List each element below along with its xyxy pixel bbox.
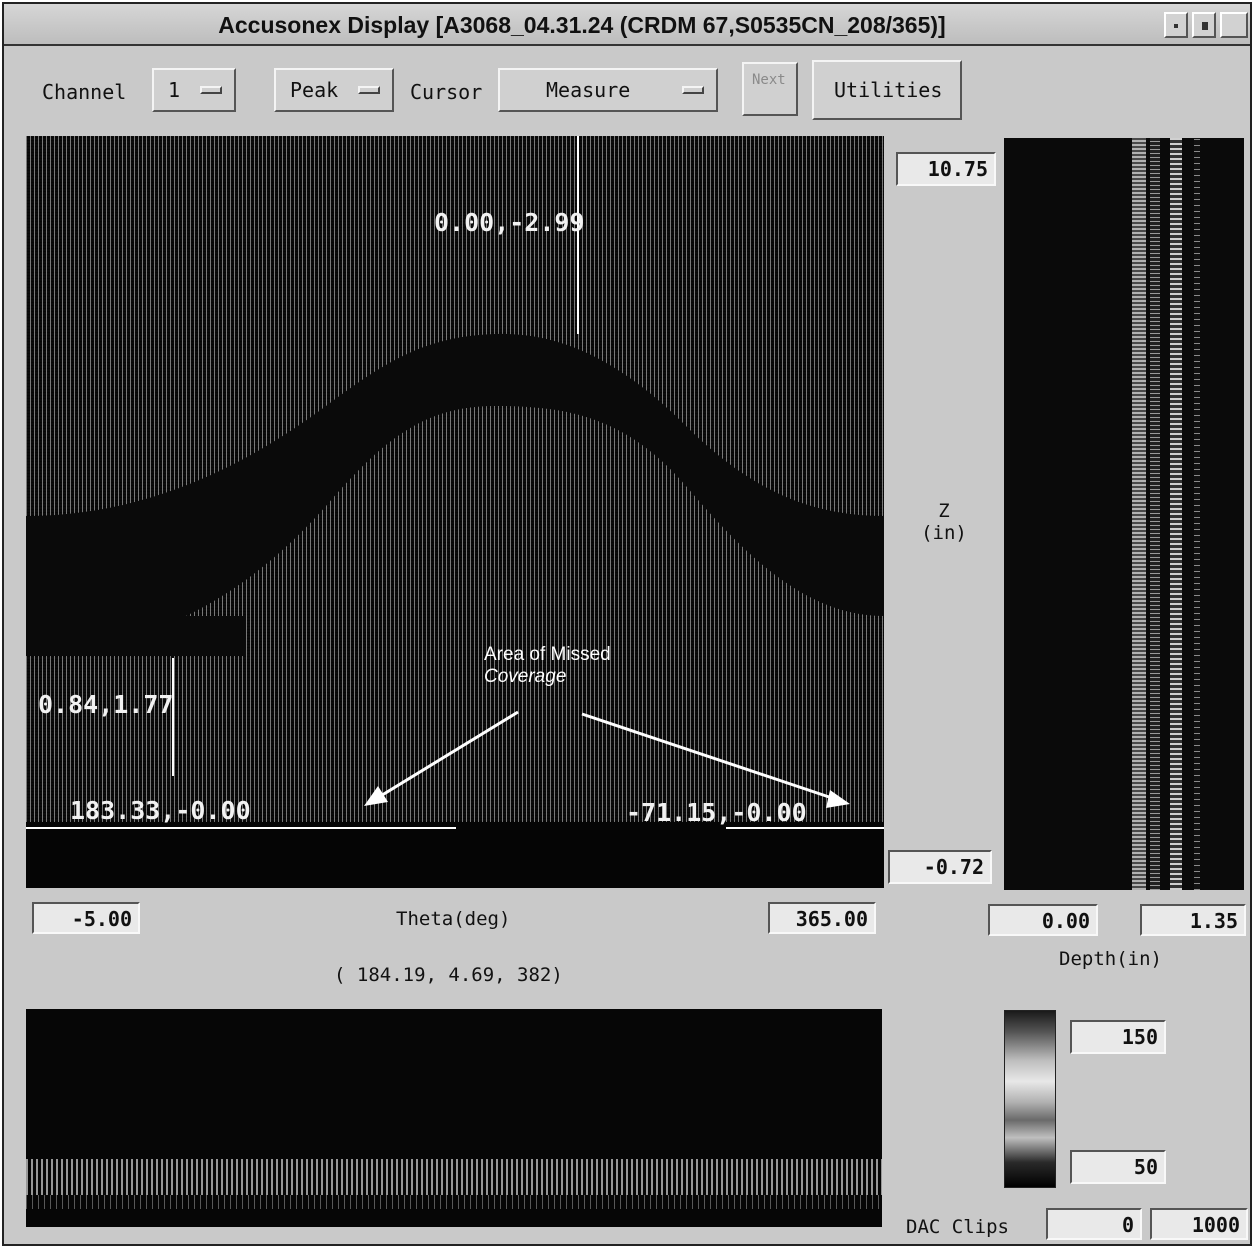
- depth-axis-label: Depth(in): [1059, 948, 1162, 970]
- cursor-select[interactable]: Measure: [498, 68, 718, 112]
- cursor-readout-top: 0.00,-2.99: [434, 208, 585, 237]
- c-scan-plot[interactable]: 0.00,-2.99 0.84,1.77 183.33,-0.00 -71.15…: [26, 136, 884, 888]
- theta-axis-label: Theta(deg): [396, 908, 511, 930]
- maximize-button[interactable]: [1192, 12, 1216, 38]
- cursor-position-readout: ( 184.19, 4.69, 382): [334, 964, 563, 986]
- utilities-button[interactable]: Utilities: [812, 60, 962, 120]
- toolbar: Channel 1 Peak Cursor Measure Next Utili…: [4, 48, 1250, 128]
- depth-signal-stripe: [1132, 138, 1146, 890]
- z-max-field[interactable]: 10.75: [896, 152, 996, 186]
- cursor-value: Measure: [546, 78, 631, 102]
- z-axis-label: Z (in): [909, 500, 979, 544]
- dark-region: [26, 616, 246, 656]
- weld-band-shape: [26, 333, 884, 648]
- dac-clips-label: DAC Clips: [906, 1216, 1009, 1238]
- z-min-field[interactable]: -0.72: [888, 850, 992, 884]
- channel-value: 1: [168, 78, 181, 102]
- next-button[interactable]: Next: [742, 62, 798, 116]
- channel-select[interactable]: 1: [152, 68, 236, 112]
- option-menu-indicator-icon: [358, 86, 380, 94]
- annotation-line-2: Coverage: [484, 666, 567, 687]
- depth-signal-stripe: [1150, 138, 1160, 890]
- next-label: Next: [752, 72, 786, 88]
- minimize-button[interactable]: [1164, 12, 1188, 38]
- channel-label: Channel: [42, 80, 127, 104]
- depth-signal-stripe: [1194, 138, 1200, 890]
- plot-lower-band: [26, 822, 884, 888]
- arrow-icon: [364, 786, 388, 806]
- color-max-field[interactable]: 150: [1070, 1020, 1166, 1054]
- window-title: Accusonex Display [A3068_04.31.24 (CRDM …: [218, 12, 946, 38]
- cursor-readout-bottom-right: -71.15,-0.00: [626, 798, 807, 827]
- title-bar: Accusonex Display [A3068_04.31.24 (CRDM …: [4, 4, 1250, 46]
- signal-strip: [26, 1159, 882, 1195]
- dac-low-field[interactable]: 0: [1046, 1208, 1142, 1240]
- option-menu-indicator-icon: [200, 86, 222, 94]
- cursor-label: Cursor: [410, 80, 483, 104]
- arrow-icon: [826, 790, 850, 808]
- cursor-readout-left: 0.84,1.77: [38, 690, 174, 719]
- z-axis-label-line-1: Z: [938, 500, 950, 522]
- color-min-field[interactable]: 50: [1070, 1150, 1166, 1184]
- utilities-label: Utilities: [834, 78, 943, 102]
- cursor-readout-bottom-left: 183.33,-0.00: [70, 796, 251, 825]
- arrow-icon: [373, 710, 519, 802]
- depth-max-field[interactable]: 1.35: [1140, 904, 1246, 936]
- dac-high-field[interactable]: 1000: [1150, 1208, 1248, 1240]
- theta-min-field[interactable]: -5.00: [32, 902, 140, 934]
- depth-min-field[interactable]: 0.00: [988, 904, 1098, 936]
- arrow-icon: [581, 712, 839, 802]
- mode-value: Peak: [290, 78, 339, 102]
- depth-signal-stripe: [1170, 138, 1182, 890]
- annotation-line-1: Area of Missed: [484, 644, 611, 665]
- plot-overlay: [26, 136, 884, 829]
- option-menu-indicator-icon: [682, 86, 704, 94]
- theta-max-field[interactable]: 365.00: [768, 902, 876, 934]
- depth-profile-plot[interactable]: [1004, 138, 1244, 890]
- maximize-icon: [1202, 22, 1208, 30]
- color-scale-bar: [1004, 1010, 1056, 1188]
- b-scan-plot[interactable]: [26, 1009, 882, 1227]
- z-axis-label-line-2: (in): [921, 522, 967, 544]
- minimize-icon: [1174, 24, 1178, 28]
- missed-coverage-annotation: Area of Missed Coverage: [484, 644, 611, 688]
- window-menu-button[interactable]: [1220, 12, 1248, 38]
- mode-select[interactable]: Peak: [274, 68, 394, 112]
- signal-strip: [26, 1195, 882, 1209]
